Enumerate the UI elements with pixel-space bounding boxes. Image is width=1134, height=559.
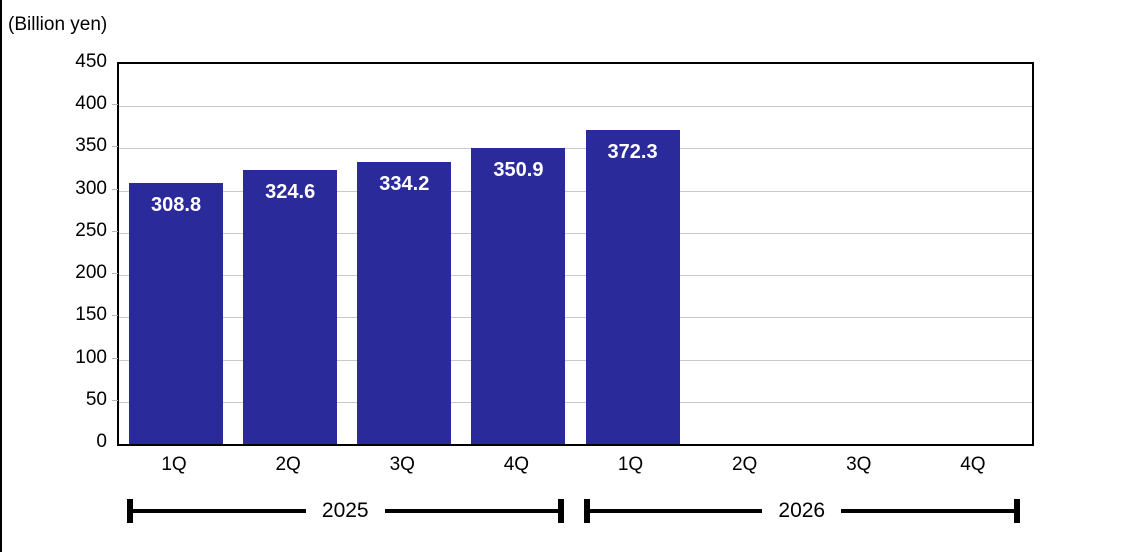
year-bracket: 2025 [127,499,564,523]
year-bracket-right-cap [1014,499,1020,523]
page-edge-border [0,0,2,552]
plot-area: 308.8 324.6 334.2 350.9 372.3 [117,62,1034,446]
y-axis-tick-label: 100 [75,346,107,368]
bar: 324.6 [243,169,338,444]
bar-value-label: 350.9 [493,158,544,181]
y-axis-tick-label: 250 [75,219,107,241]
bar-value-label: 334.2 [379,172,430,195]
y-axis-tick-mark [112,357,118,359]
y-axis-tick-label: 0 [96,431,107,452]
y-axis-tick-mark [112,315,118,317]
y-axis-tick-label: 150 [75,304,107,326]
bar-value-label: 372.3 [607,140,658,163]
y-axis-tick-mark [112,273,118,275]
gridline [119,401,1032,403]
x-axis-tick-label: 2Q [275,454,301,475]
gridline [119,317,1032,319]
gridline [119,148,1032,150]
gridline [119,232,1032,234]
year-label: 2025 [321,499,369,522]
y-axis-tick-label: 200 [75,262,107,284]
bar: 350.9 [471,147,566,444]
y-axis-tick-mark [112,104,118,106]
gridline [119,275,1032,277]
y-axis-tick-mark [112,146,118,148]
bar: 334.2 [357,161,452,444]
x-axis-tick-label: 1Q [617,454,644,475]
gridline [119,359,1032,361]
y-axis-tick-mark [112,399,118,401]
y-axis-tick-label: 400 [75,93,107,115]
year-bracket-line [133,509,306,513]
y-axis-tick-mark [112,230,118,232]
year-bracket-line [841,509,1014,513]
y-axis-tick-mark [112,188,118,190]
year-bracket-line [384,509,558,513]
year-bracket: 2026 [583,499,1020,523]
y-axis-tick-label: 450 [75,51,107,72]
year-bracket-left-cap [127,499,133,523]
x-axis-tick-label: 3Q [846,454,872,475]
x-axis-tick-label: 4Q [503,454,530,475]
y-axis-tick-label: 50 [85,388,107,410]
year-label: 2026 [778,499,826,522]
y-axis-unit-label: (Billion yen) [8,14,108,35]
bar-value-label: 324.6 [265,180,316,203]
year-bracket-left-cap [583,499,590,523]
x-axis-tick-label: 3Q [389,454,415,475]
x-axis-tick-label: 2Q [731,454,758,475]
y-axis-tick-label: 300 [75,177,107,199]
year-bracket-right-cap [557,499,564,523]
gridline [119,190,1032,192]
y-axis-tick-label: 350 [75,135,107,157]
bar: 308.8 [129,183,224,444]
year-bracket-line [589,509,763,513]
x-axis-tick-label: 4Q [960,454,986,475]
bar: 372.3 [585,129,680,444]
bar-value-label: 308.8 [151,194,202,217]
gridline [119,106,1032,108]
x-axis-tick-label: 1Q [161,454,187,475]
